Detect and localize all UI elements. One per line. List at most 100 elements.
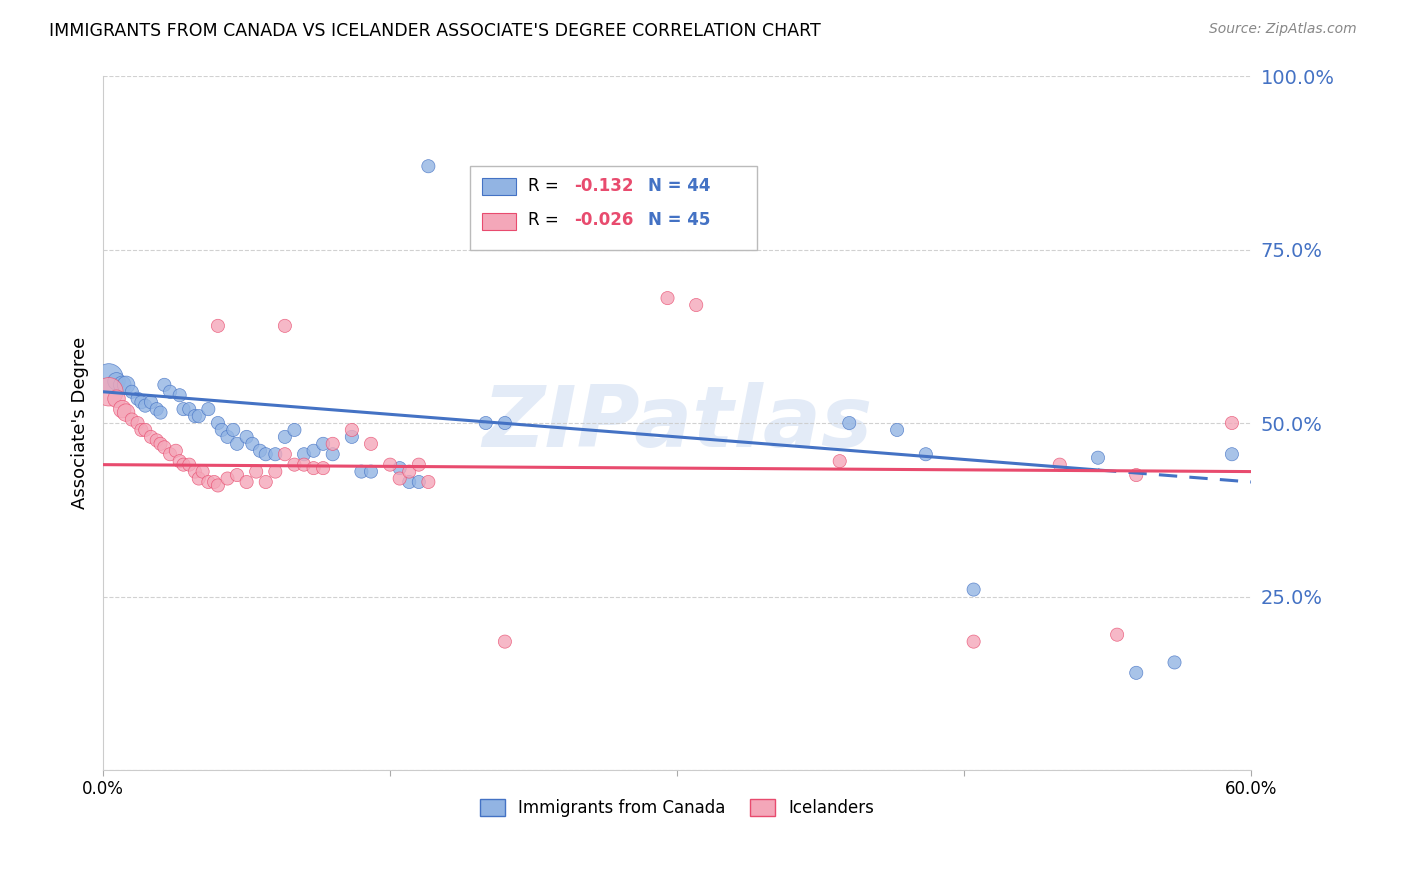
- Text: N = 45: N = 45: [648, 211, 711, 229]
- Point: [187, 409, 209, 423]
- Point: [222, 423, 245, 437]
- Point: [962, 634, 984, 648]
- Point: [245, 465, 267, 479]
- Point: [207, 478, 229, 492]
- Point: [169, 454, 191, 468]
- Y-axis label: Associate's Degree: Associate's Degree: [72, 337, 89, 509]
- Point: [474, 416, 496, 430]
- Point: [360, 465, 382, 479]
- Point: [418, 475, 440, 489]
- Point: [159, 447, 181, 461]
- Point: [235, 475, 257, 489]
- Point: [165, 443, 187, 458]
- Point: [292, 447, 315, 461]
- Point: [172, 458, 194, 472]
- Point: [172, 402, 194, 417]
- Point: [292, 458, 315, 472]
- Point: [274, 318, 297, 333]
- Point: [184, 409, 207, 423]
- Point: [408, 475, 430, 489]
- Point: [828, 454, 851, 468]
- Point: [153, 440, 176, 454]
- FancyBboxPatch shape: [471, 166, 758, 250]
- Point: [312, 437, 335, 451]
- Point: [240, 437, 263, 451]
- Point: [254, 475, 277, 489]
- Point: [398, 465, 420, 479]
- Point: [191, 465, 214, 479]
- Point: [340, 430, 363, 444]
- Point: [226, 437, 249, 451]
- Point: [418, 159, 440, 173]
- Point: [169, 388, 191, 402]
- Point: [217, 471, 239, 485]
- Point: [131, 423, 153, 437]
- Point: [179, 458, 201, 472]
- Point: [159, 384, 181, 399]
- Legend: Immigrants from Canada, Icelanders: Immigrants from Canada, Icelanders: [472, 793, 882, 824]
- Point: [408, 458, 430, 472]
- Point: [111, 377, 134, 392]
- Point: [197, 402, 219, 417]
- Point: [551, 194, 574, 208]
- Point: [494, 416, 516, 430]
- Text: R =: R =: [527, 211, 564, 229]
- Point: [1125, 468, 1147, 483]
- Point: [388, 461, 411, 475]
- Bar: [482, 212, 516, 230]
- Point: [153, 377, 176, 392]
- Point: [322, 447, 344, 461]
- Point: [211, 423, 233, 437]
- Text: N = 44: N = 44: [648, 177, 711, 194]
- Point: [121, 384, 143, 399]
- Text: -0.026: -0.026: [574, 211, 633, 229]
- Point: [350, 465, 373, 479]
- Point: [264, 447, 287, 461]
- Point: [145, 434, 167, 448]
- Point: [111, 402, 134, 417]
- Point: [312, 461, 335, 475]
- Point: [388, 471, 411, 485]
- Point: [121, 412, 143, 426]
- Point: [115, 406, 138, 420]
- Point: [340, 423, 363, 437]
- Point: [127, 416, 149, 430]
- Point: [184, 465, 207, 479]
- Text: IMMIGRANTS FROM CANADA VS ICELANDER ASSOCIATE'S DEGREE CORRELATION CHART: IMMIGRANTS FROM CANADA VS ICELANDER ASSO…: [49, 22, 821, 40]
- Point: [283, 423, 305, 437]
- Point: [962, 582, 984, 597]
- Point: [360, 437, 382, 451]
- Point: [131, 395, 153, 409]
- Point: [398, 475, 420, 489]
- Point: [1220, 447, 1243, 461]
- Point: [1087, 450, 1109, 465]
- Text: R =: R =: [527, 177, 564, 194]
- Point: [217, 430, 239, 444]
- Point: [1107, 628, 1129, 642]
- Point: [274, 430, 297, 444]
- Point: [134, 423, 156, 437]
- Point: [145, 402, 167, 417]
- Point: [105, 392, 128, 406]
- Point: [187, 471, 209, 485]
- Point: [1220, 416, 1243, 430]
- Text: -0.132: -0.132: [574, 177, 633, 194]
- Point: [134, 399, 156, 413]
- Point: [127, 392, 149, 406]
- Point: [302, 443, 325, 458]
- Point: [207, 416, 229, 430]
- Point: [254, 447, 277, 461]
- Point: [226, 468, 249, 483]
- Bar: [482, 178, 516, 195]
- Point: [97, 384, 120, 399]
- Point: [139, 430, 162, 444]
- Point: [202, 475, 225, 489]
- Point: [657, 291, 679, 305]
- Point: [249, 443, 271, 458]
- Point: [115, 377, 138, 392]
- Point: [1049, 458, 1071, 472]
- Point: [264, 465, 287, 479]
- Point: [105, 375, 128, 389]
- Point: [149, 406, 172, 420]
- Point: [886, 423, 908, 437]
